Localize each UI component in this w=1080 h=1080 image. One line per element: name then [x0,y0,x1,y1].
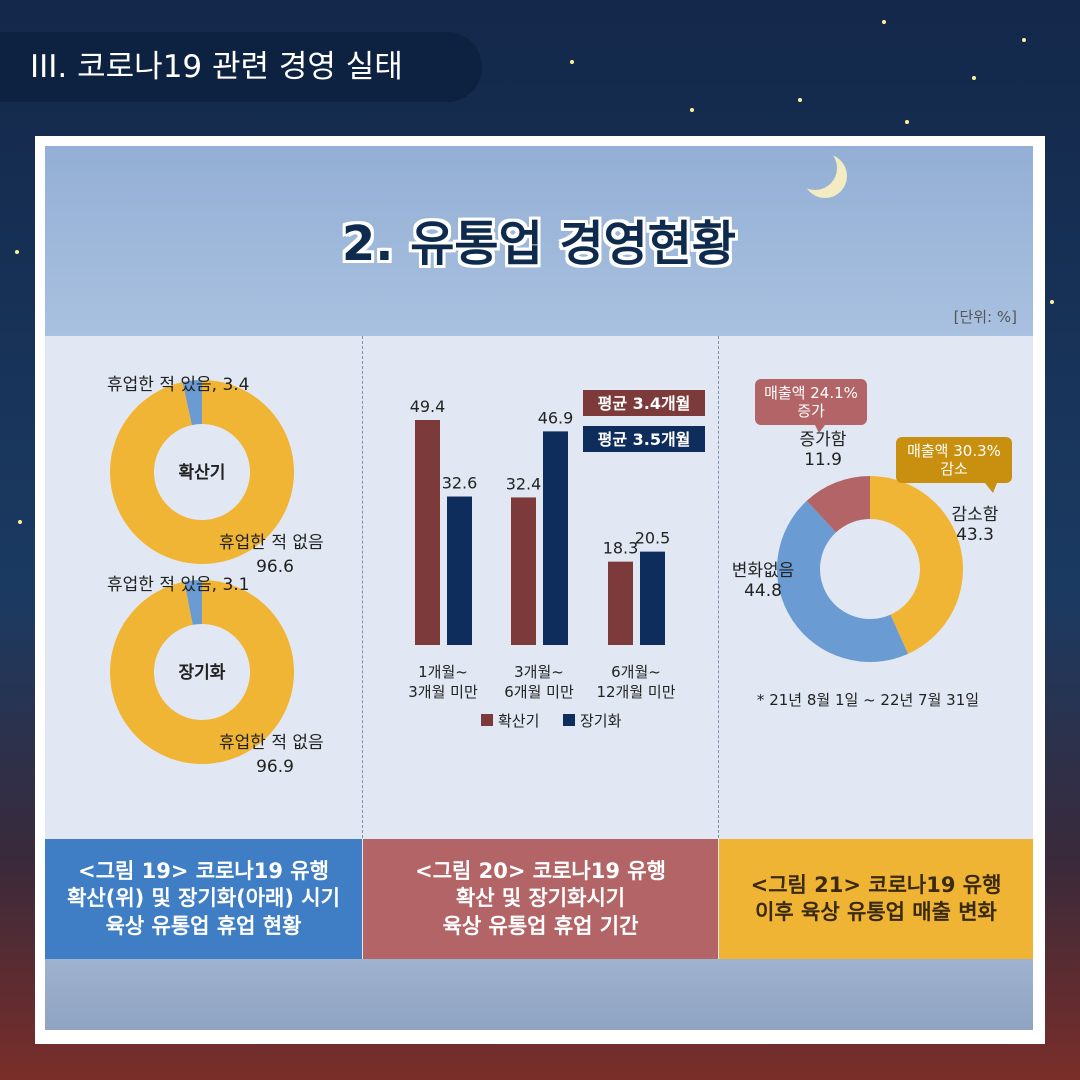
donut-slice-휴업한 적 없음 [109,580,295,764]
donut-slice-휴업한 적 없음 [110,380,294,564]
moon-icon [793,146,837,190]
callout-decrease-pointer [985,483,997,493]
date-range-note: * 21년 8월 1일 ~ 22년 7월 31일 [757,691,979,709]
x-tick-label: 6개월 미만 [504,683,574,701]
slice-label-decrease: 감소함 [952,505,999,525]
star-decoration [15,250,19,254]
caption-figure-19: <그림 19> 코로나19 유행 확산(위) 및 장기화(아래) 시기 육상 유… [45,839,362,959]
bar-확산기 [608,561,633,645]
donut-slice-감소함 [870,476,963,654]
bar-장기화 [543,431,568,645]
callout-decrease [896,437,1012,483]
bar-장기화 [447,496,472,645]
caption-figure-21: <그림 21> 코로나19 유행 이후 육상 유통업 매출 변화 [719,839,1033,959]
callout-decrease-text: 감소 [940,460,968,478]
column-divider [362,336,363,838]
average-badge [583,390,705,416]
star-decoration [798,98,802,102]
star-decoration [570,60,574,64]
x-tick-label: 3개월~ [514,663,564,681]
ground-strip [45,959,1033,1030]
bar-value-label: 20.5 [635,529,671,548]
donut-slice-증가함 [806,476,870,533]
section-tab: III. 코로나19 관련 경영 실태 [0,32,482,102]
star-decoration [1022,38,1026,42]
charts-canvas: 확산기 휴업한 적 있음, 3.4 휴업한 적 없음 96.6 장기화 휴업한 적 있음,… [107,375,1012,777]
donut-slice-변화없음 [777,500,909,662]
average-badge [583,426,705,452]
average-badge-label: 평균 3.5개월 [598,430,691,449]
star-decoration [1050,300,1054,304]
legend-label: 확산기 [498,712,539,730]
star-decoration [905,120,909,124]
slice-value-open: 96.9 [256,757,294,777]
x-tick-label: 1개월~ [418,663,468,681]
slice-value-increase: 11.9 [804,450,842,470]
slice-label-open: 휴업한 적 없음 [219,533,324,553]
legend-label: 장기화 [580,712,622,730]
slice-label-open: 휴업한 적 없음 [219,733,324,753]
star-decoration [690,108,694,112]
star-decoration [18,520,22,524]
callout-decrease-text: 매출액 30.3% [907,442,1001,460]
slice-label-closed: 휴업한 적 있음, 3.1 [107,575,250,595]
x-tick-label: 6개월~ [611,663,661,681]
donut-slice-휴업한 적 있음 [182,380,202,426]
legend-swatch [481,714,493,726]
bar-확산기 [511,497,536,645]
slice-value-nochange: 44.8 [744,581,782,601]
title-bar [45,146,1033,336]
star-decoration [882,20,886,24]
caption-figure-20: <그림 20> 코로나19 유행 확산 및 장기화시기 육상 유통업 휴업 기간 [363,839,718,959]
slice-label-closed: 휴업한 적 있음, 3.4 [107,375,250,395]
content-frame: 2. 유통업 경영현황 [단위: %] 확산기 휴업한 적 있음, 3.4 휴업한 … [35,136,1045,1044]
callout-increase-text: 증가 [797,402,825,420]
donut-slice-휴업한 적 있음 [184,580,202,625]
legend-swatch [563,714,575,726]
slice-value-decrease: 43.3 [956,525,994,545]
slice-label-increase: 증가함 [800,430,847,450]
slice-value-open: 96.6 [256,557,294,577]
page-title: 2. 유통업 경영현황 [341,216,737,272]
bar-value-label: 18.3 [603,539,639,558]
content-panel: 2. 유통업 경영현황 [단위: %] 확산기 휴업한 적 있음, 3.4 휴업한 … [45,146,1033,1030]
donut-center-label: 장기화 [179,663,226,683]
unit-label: [단위: %] [953,308,1017,326]
column-divider [718,336,719,838]
average-badge-label: 평균 3.4개월 [598,394,691,413]
x-tick-label: 3개월 미만 [408,683,478,701]
bar-장기화 [640,551,665,645]
donut-center-label: 확산기 [179,463,226,483]
bar-value-label: 32.6 [442,474,478,493]
bar-value-label: 49.4 [410,397,446,416]
slice-label-nochange: 변화없음 [732,561,795,581]
callout-increase [755,379,867,425]
bar-확산기 [415,420,440,645]
callout-increase-text: 매출액 24.1% [764,384,858,402]
callout-increase-pointer [815,425,825,433]
x-tick-label: 12개월 미만 [596,683,675,701]
bar-value-label: 46.9 [538,408,574,427]
bar-value-label: 32.4 [506,474,542,493]
star-decoration [972,76,976,80]
